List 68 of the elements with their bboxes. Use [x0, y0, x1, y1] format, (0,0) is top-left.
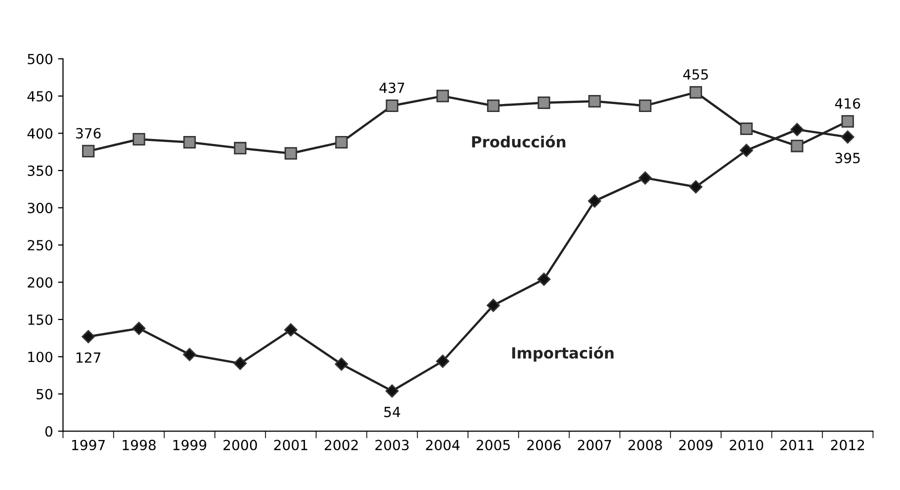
point: [740, 122, 753, 136]
y-tick-label: 150: [28, 314, 52, 325]
text: Importación: [512, 346, 614, 362]
point: [538, 96, 550, 109]
x-tick-label: 2010: [730, 440, 764, 450]
data-label: 376: [76, 128, 101, 139]
x-tick-label: 2005: [476, 440, 510, 450]
x-tick-label: 1998: [122, 440, 156, 450]
point: [386, 99, 398, 112]
series-label: Producción: [472, 135, 566, 148]
x-tick-label: 1997: [72, 440, 105, 450]
point: [234, 142, 246, 154]
x-tick-label: 2004: [426, 440, 460, 450]
data-label: 395: [835, 152, 860, 164]
point: [638, 171, 652, 185]
y-tick-label: 0: [45, 426, 52, 437]
x-tick-label: 2008: [628, 440, 662, 450]
point: [82, 144, 95, 158]
data-label: 127: [76, 352, 100, 363]
y-tick-label: 400: [27, 128, 52, 139]
point: [740, 144, 754, 157]
point: [132, 322, 146, 336]
y-tick-label: 450: [27, 91, 52, 102]
y-tick-label: 250: [28, 240, 52, 250]
data-label: 54: [384, 406, 400, 418]
x-tick-label: 2011: [780, 440, 814, 450]
x-tick-label: 1999: [173, 440, 206, 450]
y-tick-label: 500: [28, 54, 52, 64]
x-tick-label: 2009: [679, 440, 713, 450]
point: [537, 272, 551, 286]
point: [638, 99, 652, 112]
point: [182, 348, 196, 362]
x-tick-label: 2012: [831, 440, 864, 450]
point: [183, 136, 196, 148]
point: [841, 130, 854, 144]
point: [486, 298, 500, 312]
point: [588, 95, 601, 108]
point: [284, 323, 298, 336]
x-tick-label: 2001: [274, 440, 308, 450]
point: [689, 180, 702, 194]
point: [690, 86, 702, 99]
x-tick-label: 2006: [527, 440, 561, 450]
point: [284, 147, 298, 160]
point: [790, 140, 804, 152]
data-label: 437: [379, 82, 404, 94]
y-tick-label: 100: [28, 352, 52, 362]
point: [234, 356, 247, 370]
point: [436, 354, 450, 368]
point: [334, 358, 348, 371]
x-tick-label: 2000: [224, 440, 257, 450]
point: [335, 136, 348, 148]
point: [385, 384, 399, 398]
x-tick-label: 2003: [375, 440, 409, 450]
point: [790, 122, 804, 136]
data-label: 455: [683, 69, 708, 80]
y-tick-label: 200: [28, 277, 52, 288]
y-tick-label: 300: [28, 202, 52, 214]
point: [436, 90, 449, 102]
data-label: 416: [835, 98, 860, 109]
point: [132, 132, 146, 146]
point: [841, 115, 854, 128]
x-tick-label: 2002: [324, 440, 358, 450]
point: [82, 330, 95, 344]
y-tick-label: 50: [36, 388, 52, 400]
point: [588, 194, 602, 208]
y-tick-label: 350: [28, 165, 52, 176]
x-tick-label: 2007: [578, 440, 612, 450]
point: [487, 99, 500, 112]
